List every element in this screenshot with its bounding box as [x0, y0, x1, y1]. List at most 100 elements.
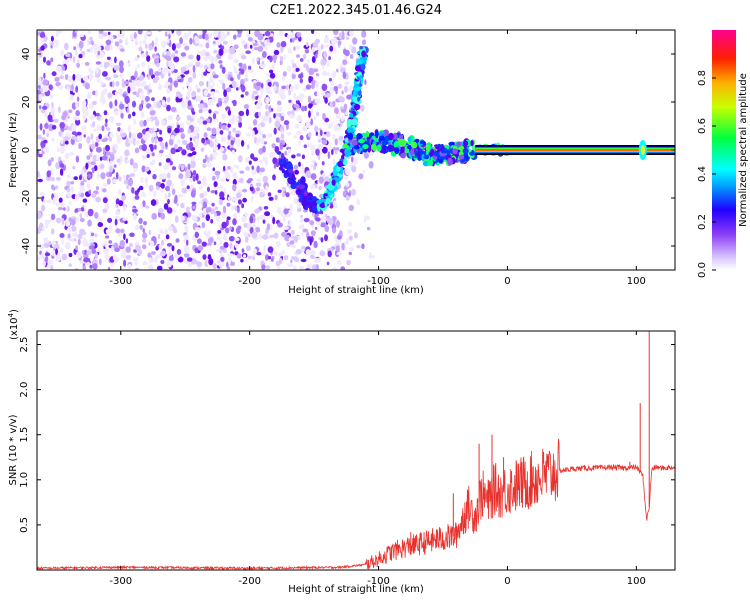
heat-pixel — [102, 71, 108, 77]
heat-pixel — [148, 144, 154, 148]
heat-pixel — [105, 144, 110, 152]
heat-pixel — [125, 159, 131, 163]
heat-pixel — [98, 133, 102, 140]
heat-pixel — [252, 223, 257, 231]
heat-pixel — [47, 264, 51, 268]
heat-pixel — [291, 72, 296, 80]
heat-pixel — [102, 32, 108, 37]
heat-pixel — [144, 43, 148, 49]
heat-pixel — [188, 141, 194, 149]
heat-pixel — [226, 31, 230, 36]
heat-pixel — [202, 30, 207, 34]
heat-pixel — [40, 45, 45, 51]
heat-pixel — [99, 258, 102, 266]
heat-pixel — [278, 91, 282, 96]
heat-pixel — [60, 49, 64, 56]
heat-pixel — [225, 173, 231, 180]
heat-pixel — [118, 200, 124, 207]
heat-pixel — [240, 140, 245, 147]
heat-pixel — [315, 131, 319, 136]
heat-pixel — [166, 50, 171, 57]
heat-pixel — [135, 91, 140, 98]
heat-pixel — [294, 235, 299, 243]
heat-pixel — [293, 92, 297, 100]
heat-pixel — [225, 227, 230, 234]
heat-pixel — [293, 46, 296, 51]
heat-pixel — [76, 217, 79, 223]
heat-pixel — [324, 44, 330, 48]
heat-pixel — [81, 250, 85, 255]
heat-pixel — [209, 141, 214, 148]
heat-pixel — [66, 85, 70, 92]
heat-pixel — [305, 84, 312, 90]
heat-pixel — [87, 173, 92, 178]
heat-pixel — [425, 144, 431, 152]
heat-pixel — [104, 46, 109, 51]
heat-pixel — [150, 251, 156, 255]
heat-pixel — [118, 60, 124, 68]
heat-pixel — [129, 232, 135, 237]
heat-pixel — [207, 85, 214, 90]
heat-pixel — [275, 162, 280, 168]
heat-pixel — [287, 34, 291, 39]
heat-pixel — [303, 144, 307, 149]
heat-pixel — [319, 250, 326, 257]
heat-pixel — [58, 197, 63, 203]
heat-pixel — [194, 247, 198, 254]
heat-pixel — [210, 190, 216, 194]
heat-pixel — [76, 58, 81, 64]
heat-pixel — [190, 190, 196, 198]
heat-pixel — [94, 142, 99, 147]
heat-pixel — [290, 244, 297, 249]
heat-pixel — [272, 81, 278, 86]
heat-pixel — [129, 242, 133, 248]
heat-pixel — [305, 249, 311, 256]
heat-pixel — [312, 196, 317, 202]
heat-pixel — [162, 178, 166, 183]
heat-pixel — [137, 188, 140, 193]
heat-pixel — [247, 233, 251, 238]
heat-pixel — [152, 173, 157, 180]
heat-pixel — [163, 164, 170, 170]
heat-pixel — [265, 110, 269, 117]
heat-pixel — [99, 63, 104, 68]
heat-pixel — [259, 191, 264, 198]
heat-pixel — [235, 117, 240, 122]
heat-pixel — [232, 197, 239, 202]
heat-pixel — [345, 194, 350, 201]
heat-pixel — [267, 81, 272, 87]
heat-pixel — [226, 202, 231, 207]
heat-pixel — [96, 124, 102, 132]
heat-pixel — [315, 73, 320, 77]
heat-pixel — [50, 259, 53, 266]
heat-pixel — [237, 73, 241, 80]
heat-pixel — [255, 182, 262, 187]
heat-pixel — [84, 205, 87, 211]
heat-pixel — [306, 142, 312, 147]
heat-pixel — [154, 76, 160, 81]
heat-pixel — [149, 110, 156, 116]
heat-pixel — [205, 52, 210, 57]
heat-pixel — [118, 90, 123, 96]
x-tick-label: 0 — [504, 276, 510, 287]
heat-pixel — [187, 54, 194, 60]
heat-pixel — [148, 256, 152, 263]
heat-pixel — [223, 241, 229, 248]
heat-pixel — [225, 87, 232, 93]
heat-pixel — [388, 132, 394, 140]
heat-pixel — [310, 230, 316, 237]
heat-pixel — [118, 38, 123, 44]
heat-pixel — [342, 190, 347, 196]
heat-pixel — [348, 192, 351, 197]
heat-pixel — [85, 261, 91, 266]
heat-pixel — [349, 30, 354, 37]
heat-pixel — [195, 84, 199, 90]
heat-pixel — [164, 237, 167, 242]
heat-pixel — [279, 158, 286, 165]
heat-pixel — [219, 245, 225, 250]
heat-pixel — [166, 207, 173, 214]
y-tick-label: -20 — [21, 190, 32, 206]
heat-pixel — [112, 179, 117, 184]
heat-pixel — [332, 37, 338, 44]
